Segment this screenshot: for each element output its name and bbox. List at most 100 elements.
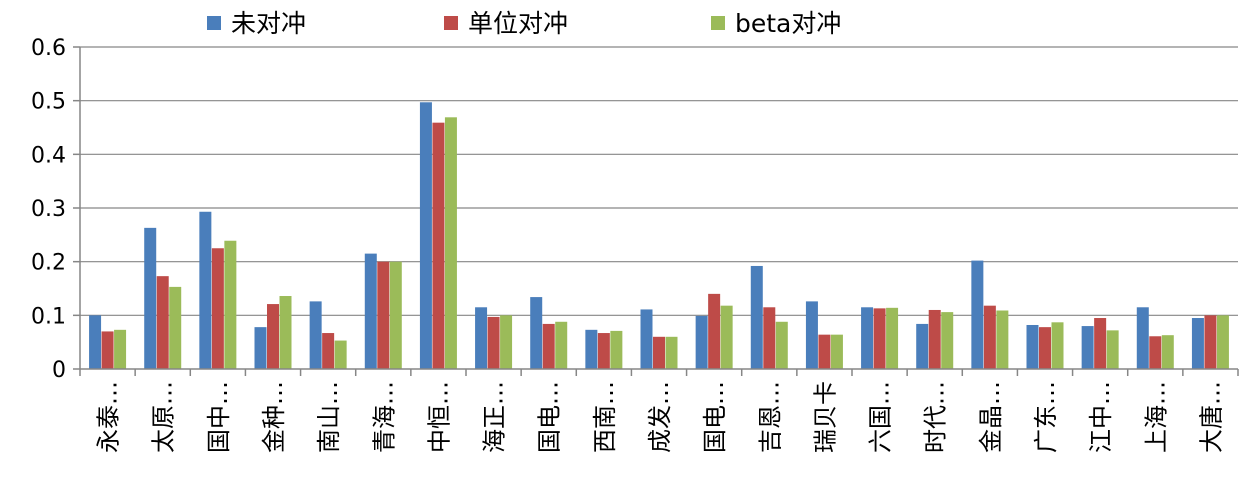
bar (169, 286, 182, 369)
x-tick-label: 金晶… (977, 381, 1005, 453)
x-tick-label: 西南… (591, 381, 619, 453)
bar (653, 336, 665, 369)
x-tick-label: 吉恩… (756, 381, 784, 453)
bar (1039, 327, 1051, 369)
y-tick-label: 0.2 (31, 251, 66, 276)
bar (971, 260, 984, 369)
legend-label: beta对冲 (735, 9, 841, 38)
x-tick-label: 国电… (701, 381, 729, 453)
bar (610, 330, 623, 369)
bar (818, 334, 831, 369)
x-tick-label: 上海… (1142, 381, 1170, 453)
bar (941, 312, 954, 369)
bar (334, 340, 347, 369)
bar (475, 307, 488, 369)
y-tick-label: 0.3 (31, 197, 66, 222)
bar (432, 122, 445, 369)
bar (279, 296, 292, 369)
x-tick-label: 江中… (1087, 381, 1115, 453)
x-tick-label: 瑞贝卡 (811, 381, 839, 453)
bar (640, 309, 653, 369)
bar (886, 307, 899, 369)
bar (1204, 315, 1217, 369)
bar (1094, 318, 1107, 369)
x-tick-label: 中恒… (425, 381, 453, 453)
bar (873, 308, 886, 369)
bar (377, 261, 390, 369)
y-tick-label: 0.6 (31, 36, 66, 61)
legend-label: 未对冲 (231, 9, 306, 38)
bar (254, 327, 267, 369)
bar (861, 307, 874, 369)
y-tick-label: 0.1 (31, 304, 66, 329)
gridlines (73, 46, 1238, 370)
bar (309, 301, 322, 369)
y-tick-label: 0.4 (31, 143, 66, 168)
legend-label: 单位对冲 (468, 9, 568, 38)
x-tick-label: 青海… (370, 381, 398, 453)
bar (267, 304, 279, 369)
x-tick-label: 成发… (646, 381, 674, 453)
legend: 未对冲 单位对冲 beta对冲 (207, 9, 841, 38)
x-tick-label: 大唐… (1197, 381, 1225, 453)
bar (928, 309, 941, 369)
bar (916, 323, 929, 369)
bar (1136, 307, 1149, 369)
bar (444, 117, 457, 369)
bar (211, 248, 224, 369)
bar (830, 334, 843, 369)
bar (720, 305, 733, 369)
x-tick-label: 南山… (315, 381, 343, 453)
bar (1051, 322, 1064, 369)
bar (500, 315, 513, 369)
bar (983, 305, 996, 369)
bar (530, 297, 543, 369)
bar (144, 227, 157, 369)
legend-swatch (711, 16, 725, 30)
bar (1081, 326, 1094, 369)
y-tick-label: 0 (52, 358, 66, 383)
x-tick-label: 广东… (1032, 381, 1060, 453)
bar (322, 333, 335, 369)
x-tick-label: 永泰… (95, 381, 123, 453)
y-tick-labels: 0 0.1 0.2 0.3 0.4 0.5 0.6 (31, 36, 66, 383)
bar (775, 321, 788, 369)
bar (156, 276, 169, 369)
x-tick-label: 国中… (205, 381, 233, 453)
bar (419, 102, 432, 369)
bar (750, 265, 763, 369)
bars (89, 102, 1229, 369)
bar (224, 240, 237, 369)
bar (1216, 315, 1229, 369)
y-tick-label: 0.5 (31, 90, 66, 115)
x-tick-label: 国电… (536, 381, 564, 453)
bar (805, 301, 818, 369)
bar (1161, 335, 1174, 369)
bar (542, 323, 555, 369)
bar (597, 333, 610, 369)
bar (1026, 324, 1039, 369)
bar (1191, 318, 1204, 369)
bar (555, 321, 568, 369)
x-tick-label: 海正… (481, 381, 509, 453)
x-tick-labels: 永泰… 太原… 国中… 金种… 南山… 青海… 中恒… 海正… 国电… 西南… 成发… 国电… 吉恩… 瑞… (95, 381, 1226, 453)
x-tick-label: 时代… (922, 381, 950, 453)
bar (695, 315, 708, 369)
legend-swatch (207, 16, 221, 30)
bar (364, 253, 377, 369)
bar (708, 293, 721, 369)
x-tick-label: 六国… (867, 381, 895, 453)
x-tick-label: 金种… (260, 381, 288, 453)
bar (487, 316, 500, 369)
bar (1149, 336, 1162, 369)
bar (101, 331, 114, 369)
bar (763, 307, 776, 369)
legend-swatch (444, 16, 458, 30)
bar (665, 336, 678, 369)
bar (389, 261, 402, 369)
bar (585, 329, 598, 369)
bar (114, 329, 127, 369)
x-tick-label: 太原… (150, 381, 178, 453)
bar (89, 315, 102, 369)
